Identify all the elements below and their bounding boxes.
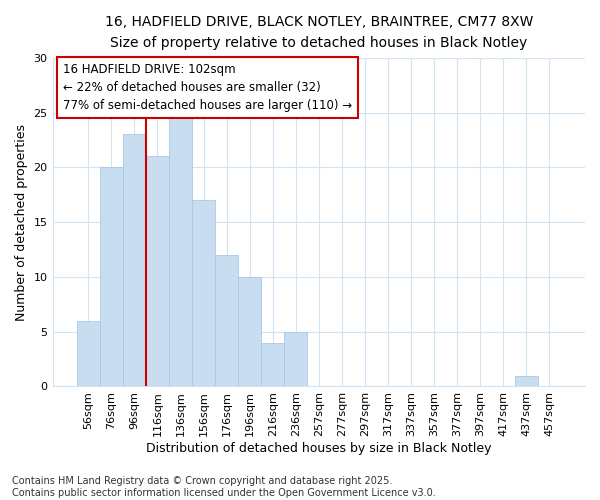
Y-axis label: Number of detached properties: Number of detached properties: [15, 124, 28, 320]
Bar: [215, 255, 238, 386]
Bar: [123, 134, 146, 386]
Bar: [77, 320, 100, 386]
Text: 16 HADFIELD DRIVE: 102sqm
← 22% of detached houses are smaller (32)
77% of semi-: 16 HADFIELD DRIVE: 102sqm ← 22% of detac…: [63, 62, 352, 112]
Bar: [192, 200, 215, 386]
Bar: [515, 376, 538, 386]
Bar: [169, 112, 192, 386]
Bar: [100, 168, 123, 386]
Text: Contains HM Land Registry data © Crown copyright and database right 2025.
Contai: Contains HM Land Registry data © Crown c…: [12, 476, 436, 498]
Title: 16, HADFIELD DRIVE, BLACK NOTLEY, BRAINTREE, CM77 8XW
Size of property relative : 16, HADFIELD DRIVE, BLACK NOTLEY, BRAINT…: [104, 15, 533, 50]
Bar: [284, 332, 307, 386]
Bar: [238, 277, 261, 386]
Bar: [261, 342, 284, 386]
Bar: [146, 156, 169, 386]
X-axis label: Distribution of detached houses by size in Black Notley: Distribution of detached houses by size …: [146, 442, 491, 455]
